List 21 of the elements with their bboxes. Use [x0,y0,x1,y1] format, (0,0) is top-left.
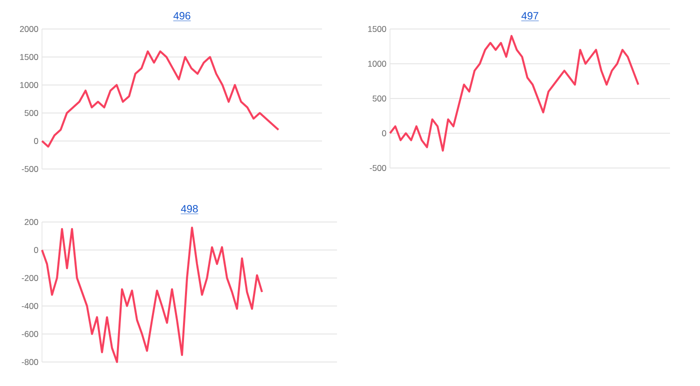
y-tick-label: 500 [24,110,38,116]
y-tick-label: 1500 [368,26,386,32]
chart-title: 496 [173,12,190,20]
y-tick-label: -400 [22,303,38,310]
y-tick-label: 500 [372,95,386,102]
line-series [41,226,264,363]
y-tick-label: 1000 [368,60,386,67]
y-tick-label: -200 [22,275,38,282]
y-tick-label: 0 [382,130,386,136]
y-tick-label: 0 [34,247,38,254]
y-tick-label: 1500 [20,54,38,60]
chart-title: 498 [180,205,198,212]
y-tick-label: 2000 [20,26,38,32]
y-tick-label: 0 [34,138,38,144]
y-tick-label: -500 [370,164,386,172]
y-tick-label: -600 [22,331,38,338]
chart-title: 497 [521,12,538,20]
y-tick-label: 200 [24,219,38,226]
y-tick-label: -800 [22,359,38,366]
y-tick-label: -500 [22,166,38,172]
y-tick-label: 1000 [20,82,38,88]
